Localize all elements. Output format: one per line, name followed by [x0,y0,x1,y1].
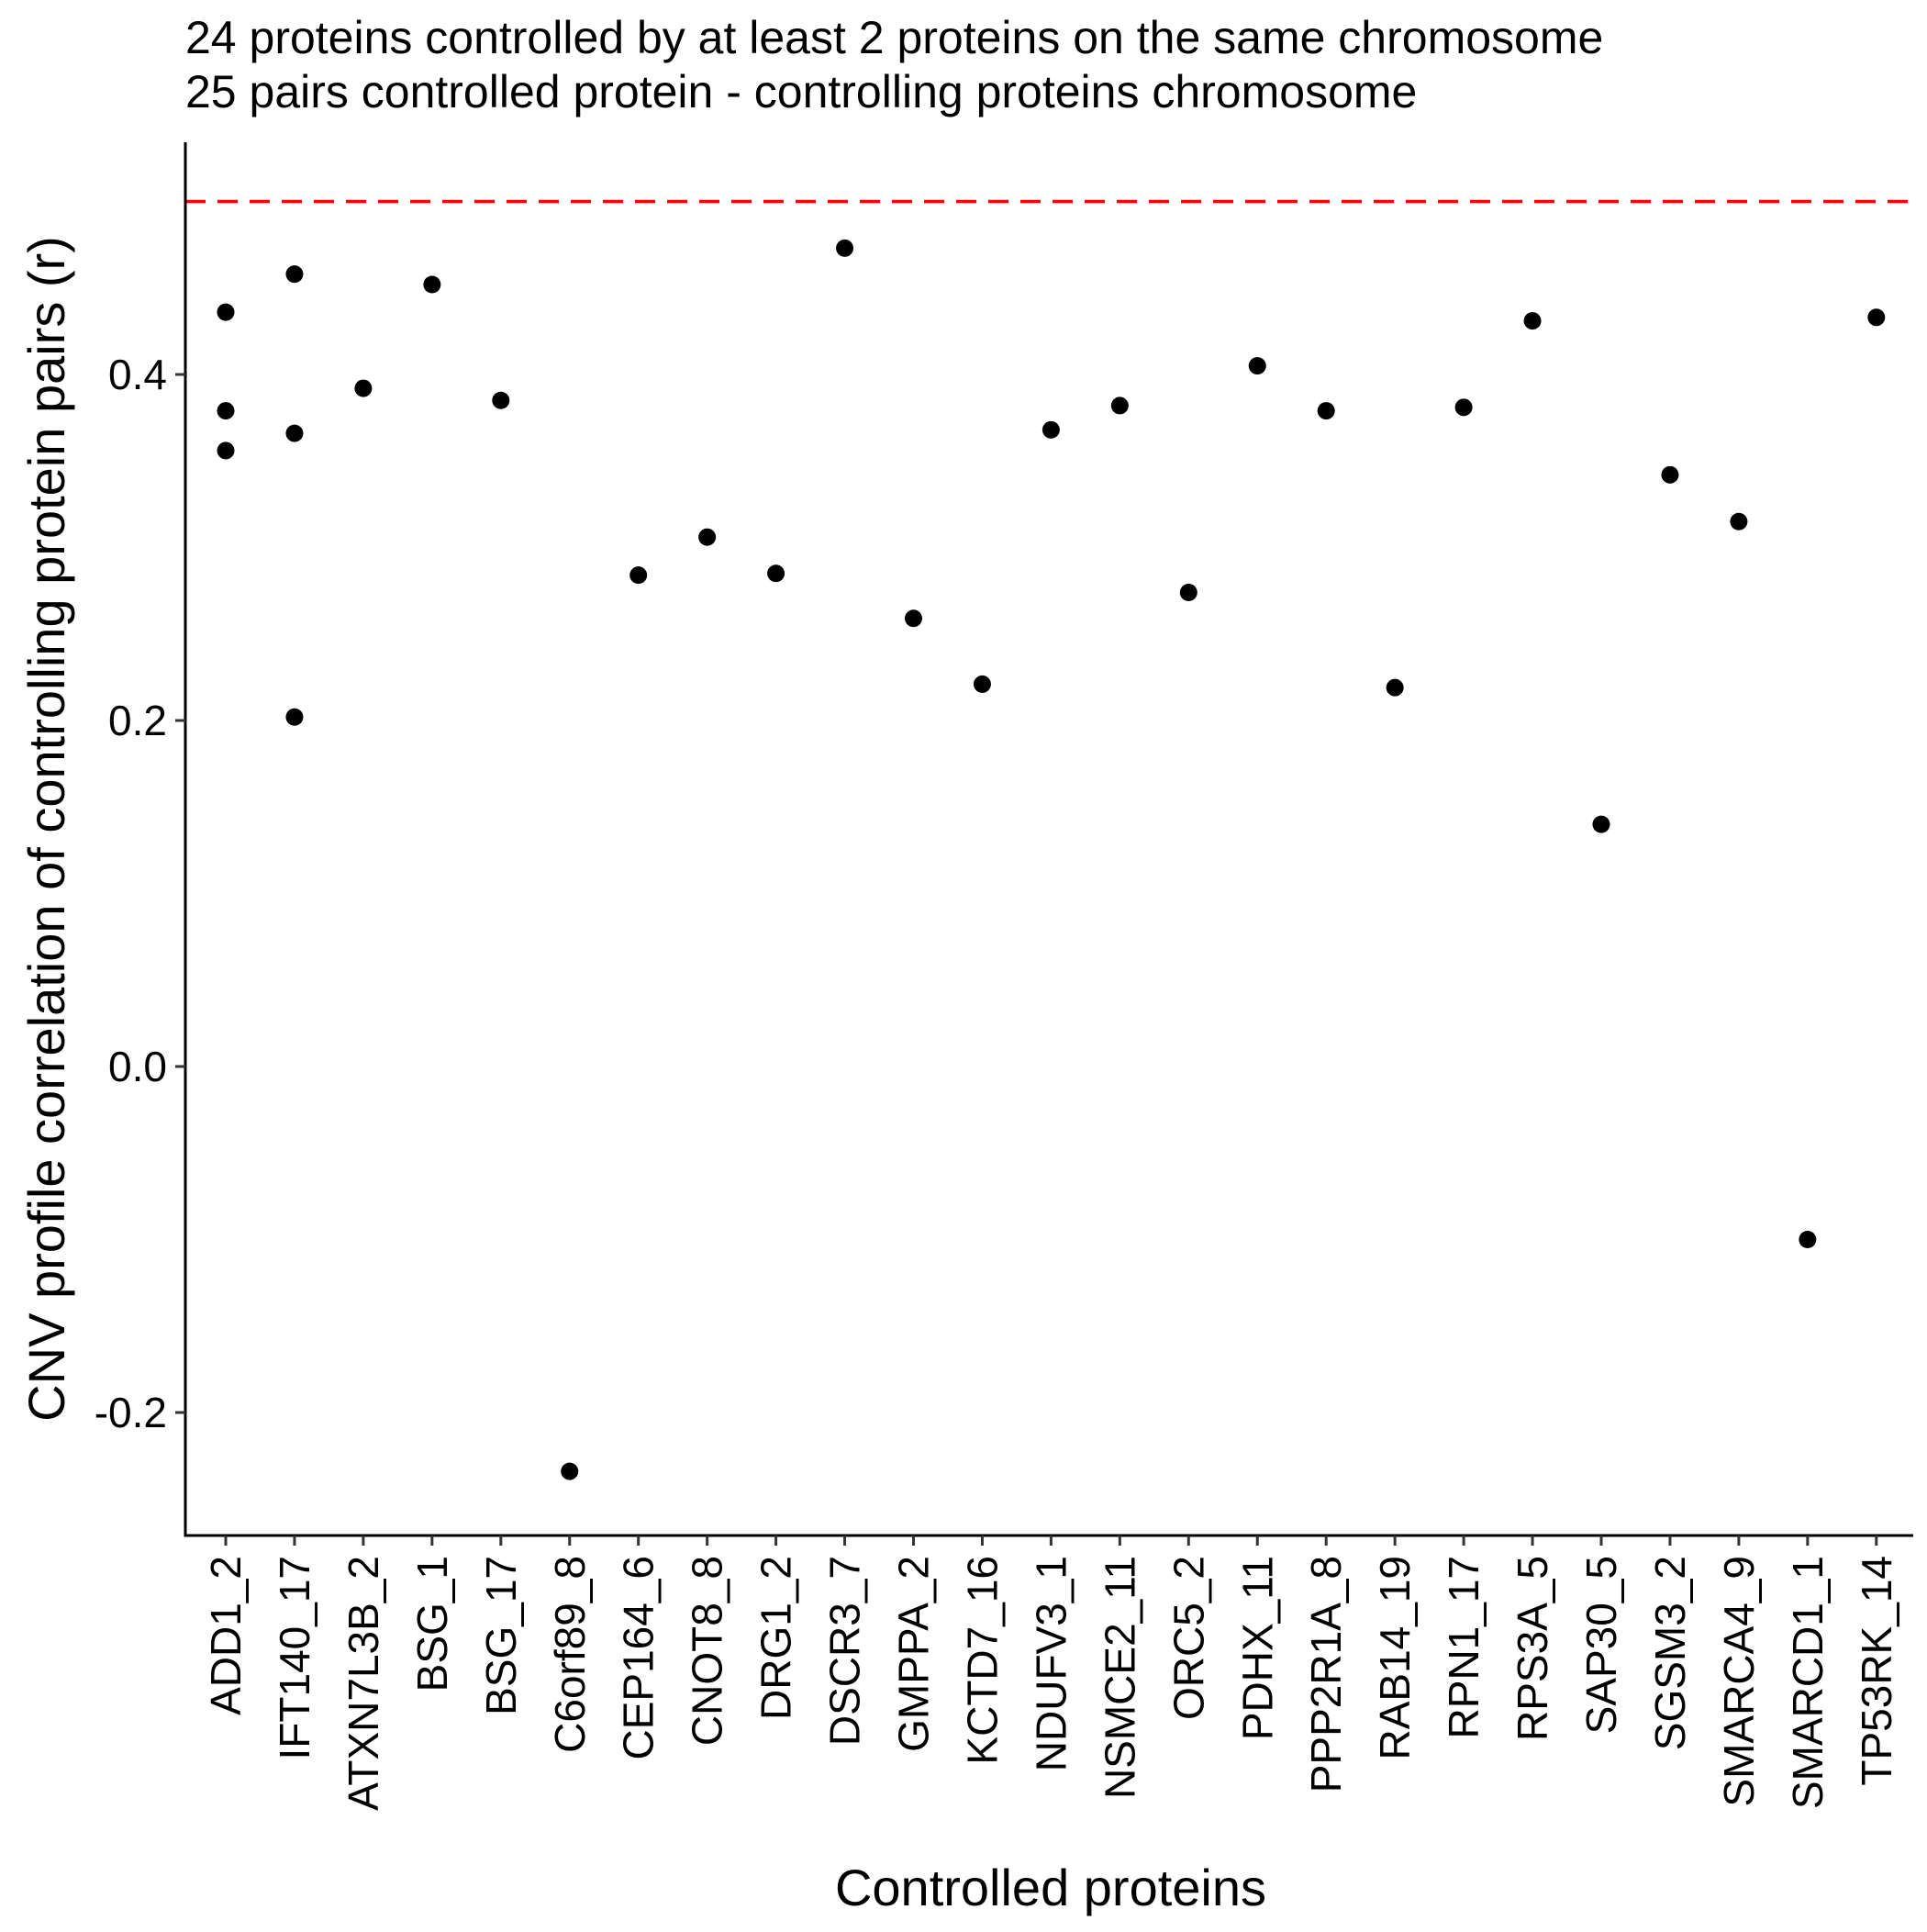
data-point [1041,420,1060,439]
x-tick-label: ADD1_2 [202,1556,250,1715]
data-point [1867,308,1886,327]
data-point [285,424,304,442]
chart-title-line-2: 25 pairs controlled protein - controllin… [185,66,1417,117]
x-tick-label: DSCR3_7 [821,1556,869,1746]
x-tick-label: BSG_1 [408,1556,456,1692]
data-point [1110,396,1129,415]
data-point [1592,815,1610,833]
x-tick-label: SMARCA4_9 [1715,1556,1763,1807]
data-point [905,609,922,628]
x-tick-label: GMPPA_2 [890,1556,938,1752]
plot-area: -0.2 0.0 0.2 0.4 ADD1_2 IFT140_17 ATXN7L3B_2 BS… [95,142,1913,1811]
data-point [767,564,785,583]
x-tick-label: PDHX_11 [1233,1556,1281,1740]
data-point [1317,402,1335,420]
data-point [561,1462,579,1480]
data-point [423,275,441,294]
x-tick-label: NSMCE2_11 [1096,1556,1143,1799]
data-point [285,265,304,284]
chart-title-line-1: 24 proteins controlled by at least 2 pro… [185,12,1603,63]
data-point [217,303,235,321]
data-point [698,528,717,546]
data-point [354,379,373,397]
data-point [217,441,235,460]
x-tick-label: PPP2R1A_8 [1302,1556,1350,1792]
x-tick-label: CNOT8_8 [684,1556,731,1746]
x-tick-label: RPS3A_5 [1509,1556,1556,1741]
x-tick-label: NDUFV3_1 [1027,1556,1075,1771]
x-tick-label: DRG1_2 [752,1556,800,1720]
data-point [1799,1231,1817,1248]
x-tick-label: RPN1_17 [1440,1556,1487,1738]
y-tick-label: 0.0 [108,1043,167,1090]
data-point [629,566,648,585]
y-tick-label: 0.2 [108,697,167,744]
x-tick-label: ATXN7L3B_2 [340,1556,387,1811]
data-point [492,391,510,409]
x-tick-label: RAB14_19 [1371,1556,1419,1760]
data-point [1661,465,1679,484]
x-tick-label: IFT140_17 [271,1556,318,1759]
data-point [1454,398,1473,417]
x-tick-label: SMARCD1_1 [1784,1556,1832,1809]
y-axis-title: CNV profile correlation of controlling p… [17,236,75,1422]
y-tick-label: -0.2 [95,1389,167,1436]
data-point [973,675,991,693]
x-tick-label: SAP30_5 [1577,1556,1625,1734]
data-point [217,402,235,420]
x-tick-label: SGSM3_2 [1646,1556,1694,1750]
x-tick-label: ORC5_2 [1164,1556,1212,1720]
x-tick-label: CEP164_6 [615,1556,663,1760]
data-point [1386,678,1404,697]
x-axis-title: Controlled proteins [835,1859,1266,1916]
data-point [285,708,304,726]
data-point [1523,312,1542,330]
data-point [836,239,854,257]
x-tick-label: TP53RK_14 [1853,1556,1900,1786]
x-tick-label: KCTD7_16 [958,1556,1006,1765]
y-tick-label: 0.4 [108,351,167,398]
data-point [1179,584,1197,602]
data-point [1248,357,1266,375]
data-point [1730,512,1748,530]
x-tick-label: C6orf89_8 [546,1556,594,1753]
x-tick-label: BSG_17 [477,1556,525,1715]
